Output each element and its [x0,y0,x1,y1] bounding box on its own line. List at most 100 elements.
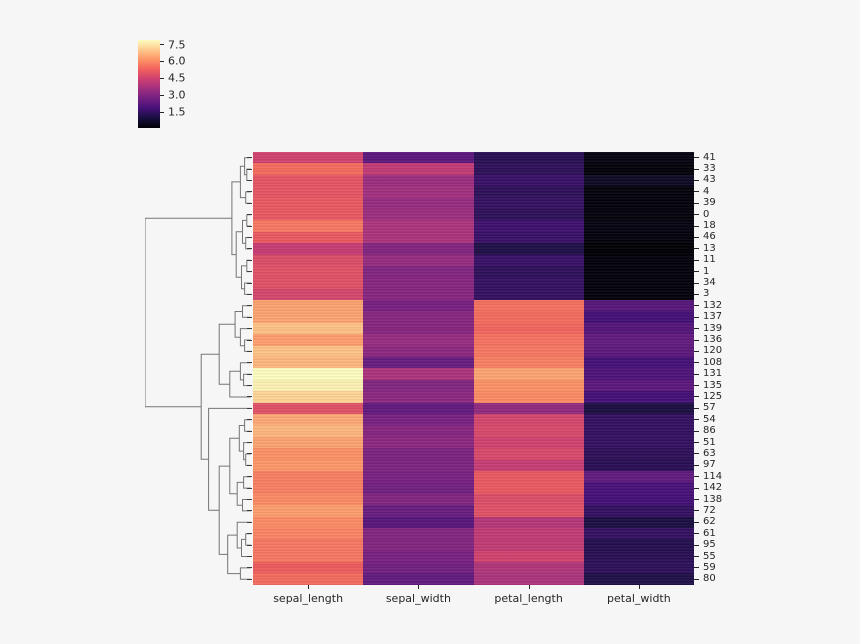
colorbar-tick [160,44,164,45]
row-tick [247,293,252,295]
row-tick [247,430,252,432]
heatmap-row [253,220,694,232]
heatmap-cell [363,391,474,403]
heatmap-cell [253,516,364,528]
colorbar-tick-label: 1.5 [168,105,186,119]
heatmap-cell [473,174,584,187]
row-tick-label: 34 [703,277,716,289]
heatmap-cell [253,220,364,232]
heatmap-cell [473,448,584,460]
row-tick [247,339,252,341]
heatmap-cell [253,197,364,209]
row-tick [694,521,699,523]
heatmap-cell [583,482,694,494]
row-tick [694,328,699,330]
heatmap-cell [473,152,584,164]
row-tick [694,362,699,364]
column-tick [528,585,530,589]
heatmap-cell [253,265,364,278]
row-axis-labels: 41 33 43 4 39 0 18 46 13 11 1 34 3 132 137 139 136 120 108… [694,152,754,585]
heatmap-cell [363,300,474,312]
row-tick [694,499,699,501]
row-tick [694,556,699,557]
heatmap-cell [253,539,364,551]
heatmap-row [253,379,694,392]
row-tick [694,191,699,193]
heatmap-cell [473,186,584,198]
heatmap-cell [363,163,474,175]
heatmap-cell [473,357,584,369]
heatmap-cell [473,311,584,323]
row-tick-label: 39 [703,197,716,209]
row-tick [694,407,699,409]
row-tick-label: 142 [703,482,723,494]
heatmap-cell [473,505,584,517]
heatmap-row [253,197,694,209]
heatmap-cell [583,505,694,517]
row-tick [247,521,252,523]
heatmap-cell [473,436,584,449]
heatmap-cell [363,322,474,335]
heatmap [253,152,694,585]
dendrogram [145,157,251,580]
row-tick [694,567,699,569]
heatmap-cell [363,516,474,528]
heatmap-row [253,573,694,585]
column-tick [308,585,310,589]
heatmap-row [253,288,694,301]
row-tick [247,499,252,501]
row-tick [247,544,252,546]
row-tick-label: 43 [703,174,716,186]
heatmap-cell [473,379,584,392]
column-axis-labels: sepal_length sepal_width petal_length petal… [253,585,694,615]
heatmap-cell [583,345,694,358]
colorbar-legend: 7.5 6.0 4.5 3.0 1.5 [138,39,186,128]
heatmap-cell [583,539,694,551]
row-tick-label: 114 [703,470,723,482]
row-tick-label: 33 [703,163,716,175]
row-tick-label: 132 [703,299,723,311]
row-tick [247,510,252,512]
heatmap-cell [473,220,584,232]
row-tick [694,305,699,307]
heatmap-cell [253,436,364,449]
column-tick-label: petal_width [607,592,671,605]
heatmap-cell [473,539,584,551]
heatmap-cell [583,357,694,369]
heatmap-row [253,186,694,198]
row-tick-label: 125 [703,390,723,402]
row-tick [247,362,252,364]
heatmap-cell [473,470,584,483]
row-tick-label: 86 [703,425,716,437]
row-tick [247,476,252,478]
heatmap-cell [363,231,474,244]
heatmap-cell [473,208,584,221]
heatmap-cell [363,573,474,585]
heatmap-cell [253,391,364,403]
row-tick [247,225,252,227]
heatmap-row [253,493,694,506]
row-tick-label: 4 [703,185,710,197]
row-tick [247,350,252,352]
heatmap-cell [583,459,694,471]
row-tick-label: 41 [703,151,716,163]
heatmap-cell [253,243,364,255]
row-tick [694,510,699,512]
row-tick-label: 11 [703,254,716,266]
heatmap-cell [473,482,584,494]
heatmap-cell [583,470,694,483]
row-ticks-left [247,152,253,585]
heatmap-cell [473,334,584,346]
row-tick-label: 95 [703,539,716,551]
heatmap-cell [363,254,474,266]
heatmap-cell [473,391,584,403]
heatmap-cell [363,550,474,563]
heatmap-cell [253,174,364,187]
heatmap-cell [363,459,474,471]
row-tick [247,271,252,273]
heatmap-cell [583,562,694,574]
heatmap-row [253,243,694,255]
heatmap-cell [253,402,364,414]
row-tick-label: 138 [703,493,723,505]
heatmap-cell [253,527,364,540]
